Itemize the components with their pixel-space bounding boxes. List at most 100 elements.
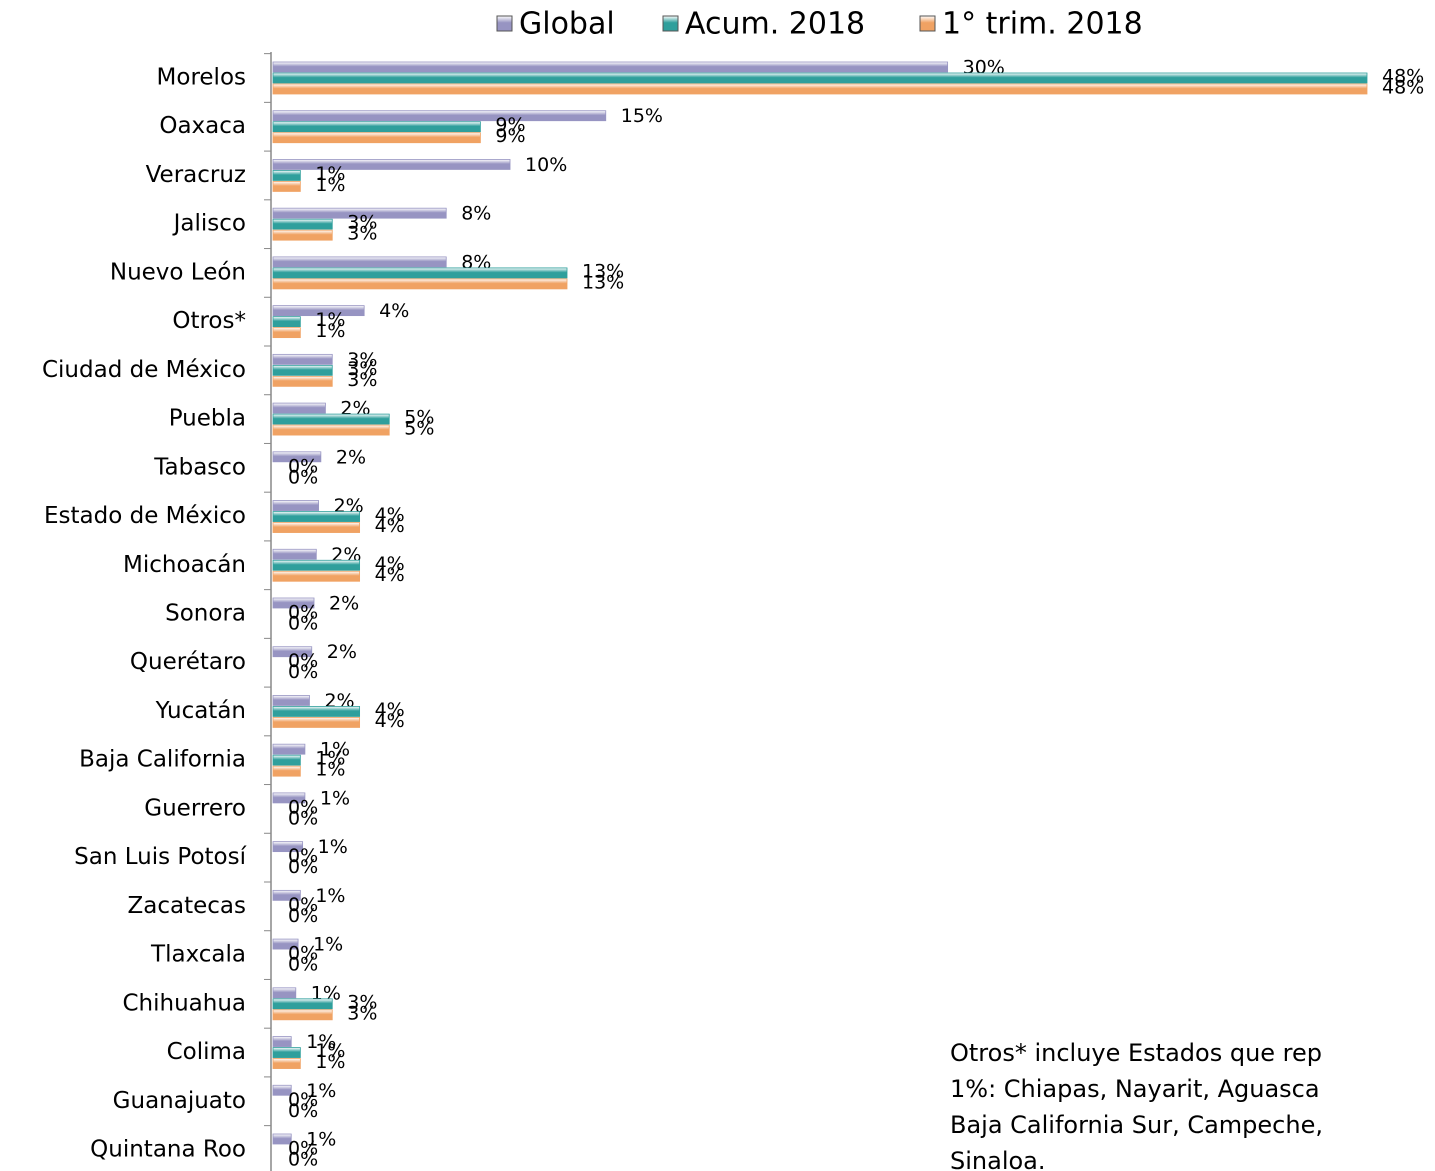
bar (272, 218, 333, 230)
annotation: 1%: Chiapas, Nayarit, Aguasca (950, 1075, 1320, 1103)
y-tick-label: Tlaxcala (150, 942, 246, 968)
y-tick-label: San Luis Potosí (74, 844, 246, 870)
bar (272, 424, 390, 436)
y-tick-label: Colima (167, 1039, 246, 1065)
bar (272, 402, 326, 414)
bar (272, 987, 297, 999)
data-label: 0% (288, 954, 318, 976)
data-label: 3% (347, 349, 377, 371)
bar (272, 256, 447, 268)
data-label: 4% (375, 564, 405, 586)
bar (272, 170, 301, 181)
bar (272, 754, 301, 766)
bar (272, 998, 333, 1010)
data-label: 4% (375, 504, 405, 526)
data-label: 3% (347, 358, 377, 380)
data-label: 0% (288, 796, 318, 818)
data-label: 1% (318, 836, 348, 858)
data-label: 1% (315, 759, 345, 781)
legend-swatch (662, 15, 679, 32)
bar (272, 765, 301, 777)
y-tick-label: Oaxaca (159, 113, 246, 139)
data-label: 0% (288, 661, 318, 683)
bar (272, 889, 301, 901)
data-label: 0% (288, 1100, 318, 1122)
bar (272, 548, 317, 560)
bar (272, 159, 511, 170)
y-tick-label: Morelos (157, 65, 246, 91)
data-label: 0% (288, 613, 318, 635)
data-label: 48% (1382, 66, 1424, 88)
bar (272, 841, 304, 853)
data-label: 4% (379, 300, 409, 322)
data-label: 1% (315, 320, 345, 342)
data-label: 15% (621, 105, 663, 127)
y-tick-label: Guanajuato (113, 1088, 246, 1114)
data-label: 8% (461, 203, 491, 225)
bar (272, 1084, 292, 1096)
bar (272, 717, 361, 728)
data-label: 3% (347, 1002, 377, 1024)
legend-label: Acum. 2018 (685, 7, 865, 42)
bar (272, 1009, 333, 1021)
bar (272, 110, 607, 122)
data-label: 1% (315, 163, 345, 185)
bar (272, 938, 299, 950)
y-tick-label: Estado de México (44, 503, 246, 529)
legend-swatch (496, 15, 513, 32)
bar (272, 695, 310, 706)
data-label: 0% (288, 455, 318, 477)
data-label: 2% (327, 641, 357, 663)
data-label: 0% (288, 905, 318, 927)
bar (272, 375, 333, 387)
data-label: 10% (525, 154, 567, 176)
data-label: 2% (336, 446, 366, 468)
data-label: 1% (306, 1080, 336, 1102)
y-tick-label: Nuevo León (110, 259, 246, 285)
y-tick-label: Chihuahua (122, 990, 246, 1016)
y-tick-label: Yucatán (155, 698, 246, 724)
data-label: 0% (288, 1089, 318, 1111)
annotation: Baja California Sur, Campeche, (950, 1111, 1323, 1139)
data-label: 0% (288, 1149, 318, 1171)
bar (272, 327, 301, 339)
bar (272, 181, 301, 192)
bar (272, 559, 361, 571)
legend-swatch (919, 15, 936, 32)
data-label: 13% (582, 260, 624, 282)
data-label: 9% (495, 114, 525, 136)
data-label: 0% (288, 602, 318, 624)
bar (272, 61, 949, 73)
data-label: 0% (288, 845, 318, 867)
data-label: 0% (288, 1138, 318, 1160)
bar (272, 522, 361, 533)
data-label: 1% (315, 174, 345, 196)
bar (272, 500, 319, 511)
data-label: 3% (347, 223, 377, 245)
data-label: 1% (315, 309, 345, 331)
data-label: 1% (320, 787, 350, 809)
bar (272, 646, 313, 658)
data-label: 1% (315, 885, 345, 907)
y-tick-label: Michoacán (123, 552, 246, 578)
bar (272, 267, 568, 279)
data-label: 9% (495, 125, 525, 147)
bar (272, 413, 390, 425)
data-label: 0% (288, 856, 318, 878)
data-label: 1% (315, 748, 345, 770)
y-tick-label: Zacatecas (128, 893, 246, 919)
bar (272, 1036, 292, 1047)
y-tick-label: Guerrero (144, 795, 246, 821)
data-label: 1% (320, 739, 350, 761)
bar (272, 1133, 292, 1145)
bar (272, 597, 315, 609)
data-label: 1% (313, 934, 343, 956)
bar (272, 316, 301, 328)
data-label: 13% (582, 271, 624, 293)
y-tick-label: Otros* (172, 308, 246, 334)
y-tick-label: Jalisco (172, 211, 246, 237)
data-label: 1% (306, 1031, 336, 1053)
bar (272, 1047, 301, 1058)
annotation: Otros* incluye Estados que rep (950, 1039, 1322, 1067)
